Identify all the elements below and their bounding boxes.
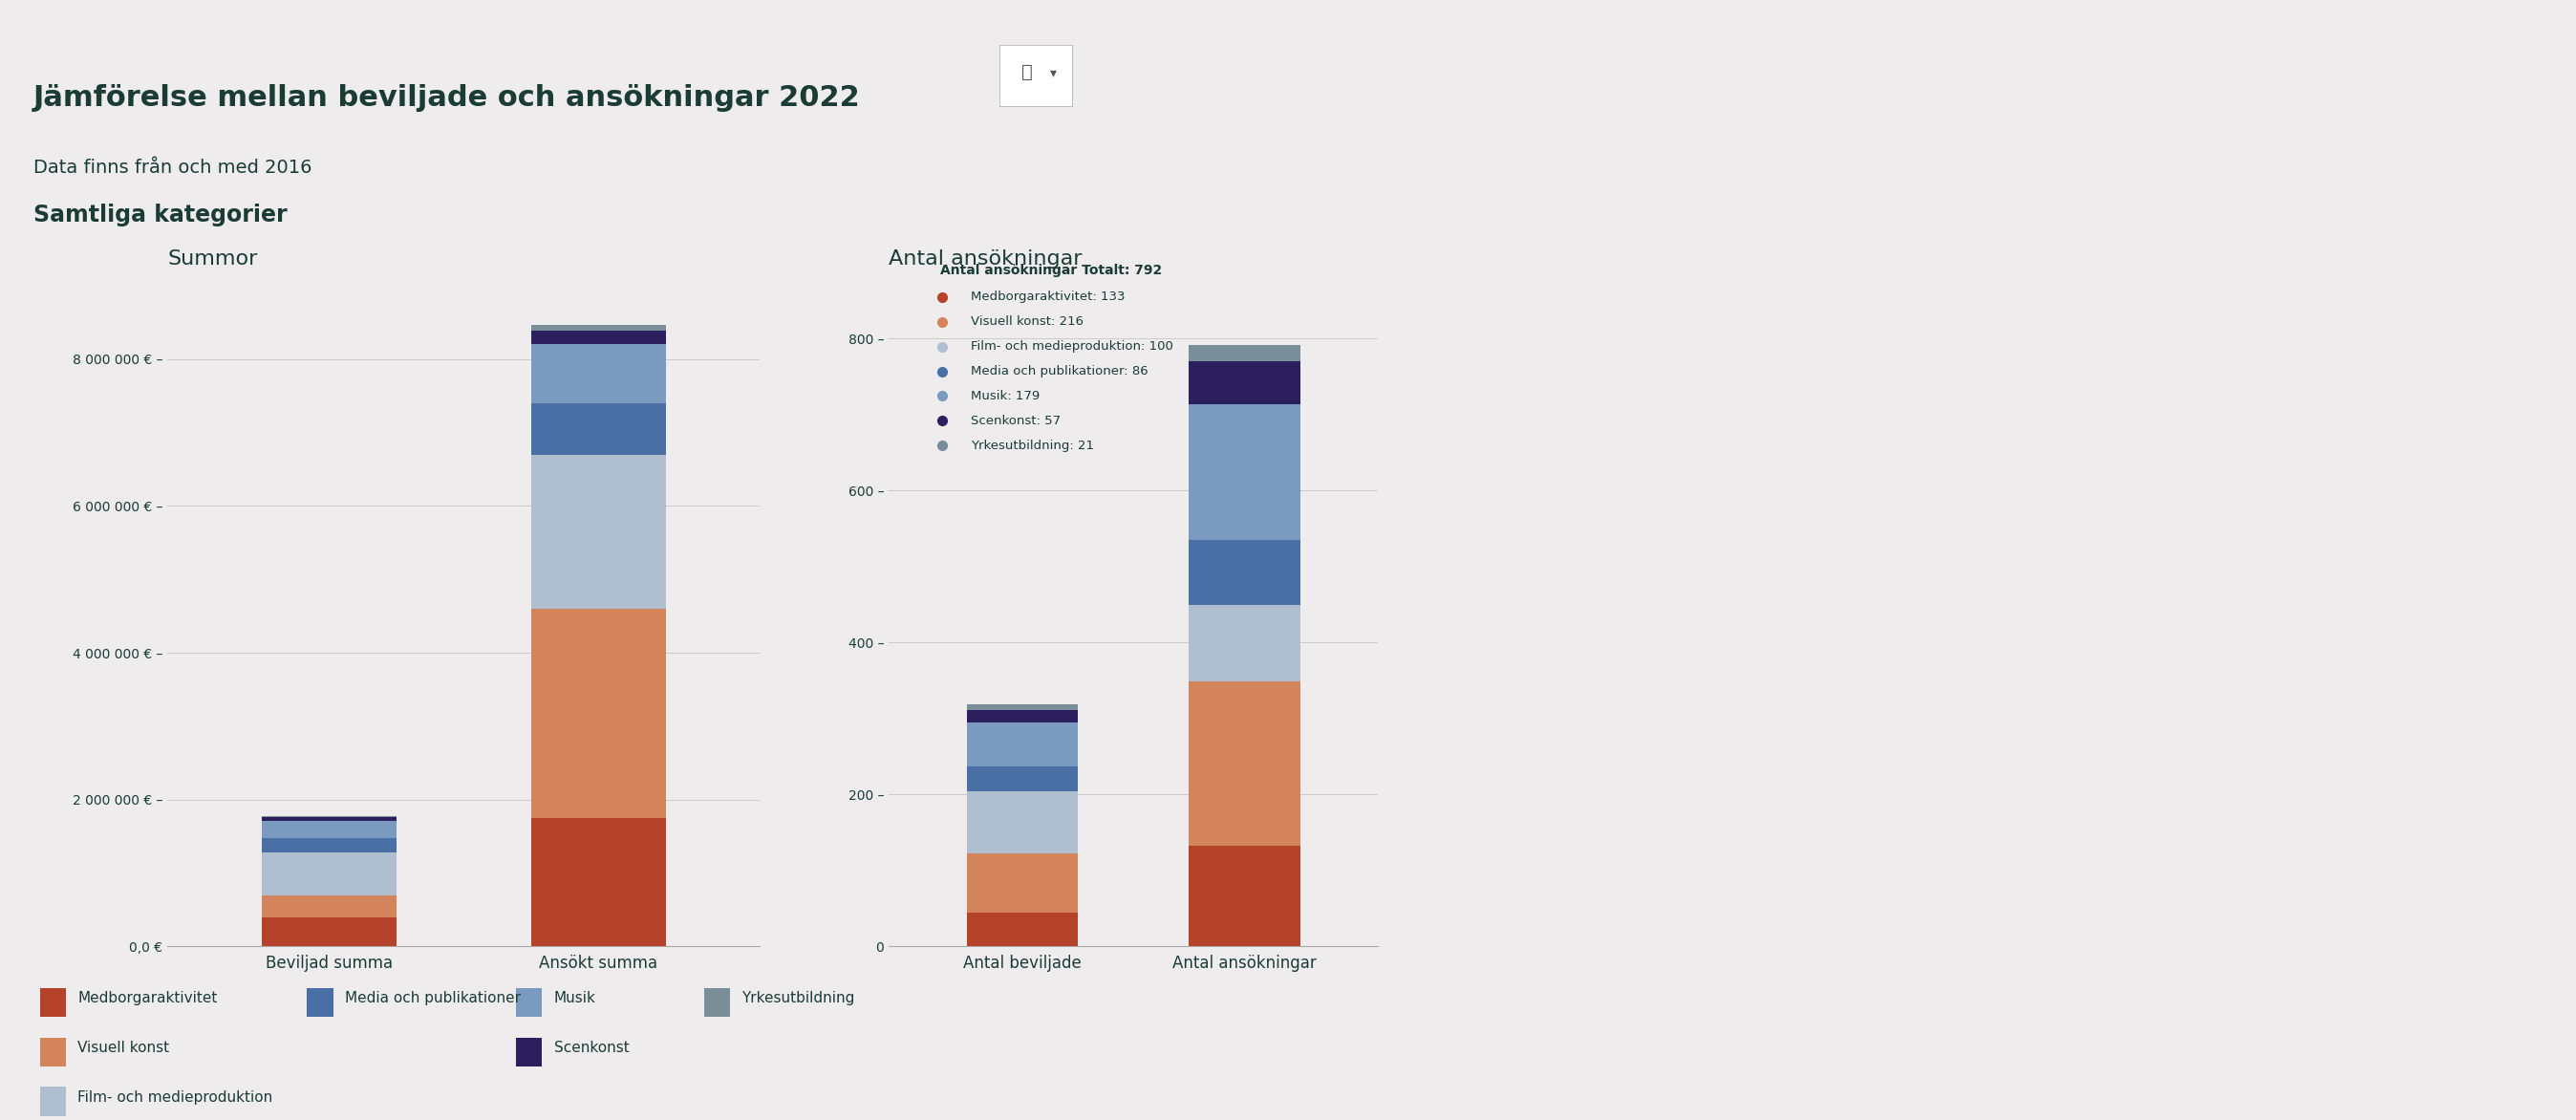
Bar xyxy=(515,1037,541,1066)
Bar xyxy=(263,895,397,917)
Bar xyxy=(515,988,541,1017)
Bar xyxy=(531,403,665,455)
Bar xyxy=(1190,681,1301,846)
Text: Jämförelse mellan beviljade och ansökningar 2022: Jämförelse mellan beviljade och ansöknin… xyxy=(33,84,860,112)
Bar xyxy=(966,853,1077,913)
Text: Visuell konst: 216: Visuell konst: 216 xyxy=(971,316,1084,328)
Bar xyxy=(531,325,665,330)
Bar xyxy=(966,792,1077,853)
Text: Visuell konst: Visuell konst xyxy=(77,1040,170,1055)
Text: Film- och medieproduktion: Film- och medieproduktion xyxy=(77,1090,273,1104)
Text: Film- och medieproduktion: 100: Film- och medieproduktion: 100 xyxy=(971,340,1172,353)
Text: Medborgaraktivitet: 133: Medborgaraktivitet: 133 xyxy=(971,290,1126,304)
Text: Yrkesutbildning: 21: Yrkesutbildning: 21 xyxy=(971,439,1095,452)
Bar xyxy=(307,988,332,1017)
Bar xyxy=(966,913,1077,946)
Bar xyxy=(263,818,397,821)
Text: Summor: Summor xyxy=(167,250,258,269)
Text: Samtliga kategorier: Samtliga kategorier xyxy=(33,204,289,226)
Bar xyxy=(41,1037,67,1066)
Bar xyxy=(263,917,397,946)
Text: Data finns från och med 2016: Data finns från och med 2016 xyxy=(33,159,312,177)
Text: Medborgaraktivitet: Medborgaraktivitet xyxy=(77,991,216,1006)
Text: Media och publikationer: 86: Media och publikationer: 86 xyxy=(971,365,1149,377)
Bar xyxy=(263,852,397,895)
Text: Antal ansökningar: Antal ansökningar xyxy=(889,250,1082,269)
Bar xyxy=(1190,606,1301,681)
Bar xyxy=(263,839,397,852)
Text: Musik: 179: Musik: 179 xyxy=(971,390,1041,402)
Bar xyxy=(41,1086,67,1116)
Text: Yrkesutbildning: Yrkesutbildning xyxy=(742,991,855,1006)
Bar xyxy=(1190,540,1301,606)
Bar xyxy=(531,344,665,403)
Text: Musik: Musik xyxy=(554,991,595,1006)
Text: Scenkonst: 57: Scenkonst: 57 xyxy=(971,414,1061,427)
Text: ⤓: ⤓ xyxy=(1020,64,1033,82)
Bar xyxy=(531,818,665,946)
Bar xyxy=(41,988,67,1017)
Bar xyxy=(531,608,665,818)
Bar xyxy=(531,330,665,344)
Bar xyxy=(966,710,1077,722)
Bar xyxy=(966,722,1077,766)
Bar xyxy=(263,821,397,839)
Text: Scenkonst: Scenkonst xyxy=(554,1040,629,1055)
Bar xyxy=(263,815,397,818)
Bar xyxy=(531,455,665,608)
Text: ▾: ▾ xyxy=(1051,66,1056,80)
Bar xyxy=(1190,361,1301,404)
Bar xyxy=(966,766,1077,792)
Bar xyxy=(1190,846,1301,946)
Bar xyxy=(703,988,729,1017)
Bar xyxy=(966,704,1077,710)
Text: Media och publikationer: Media och publikationer xyxy=(345,991,520,1006)
Bar xyxy=(1190,404,1301,540)
Text: Antal ansökningar Totalt: 792: Antal ansökningar Totalt: 792 xyxy=(940,263,1162,277)
Bar xyxy=(1190,345,1301,361)
